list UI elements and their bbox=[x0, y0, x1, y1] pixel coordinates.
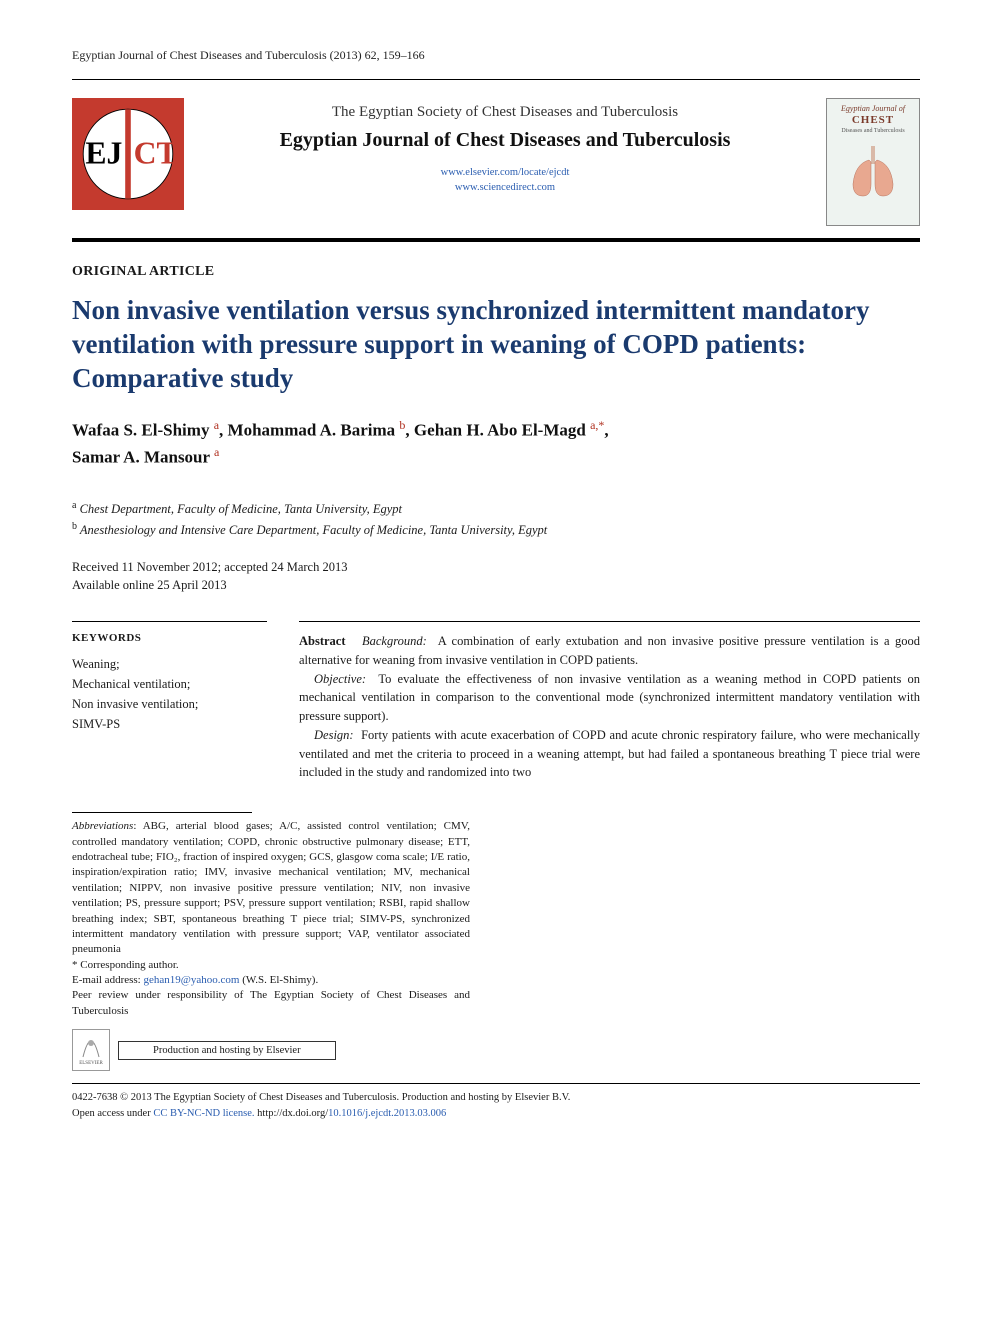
doi-link[interactable]: 10.1016/j.ejcdt.2013.03.006 bbox=[328, 1108, 446, 1119]
cover-subtitle: Diseases and Tuberculosis bbox=[841, 128, 904, 134]
corresponding-author: * Corresponding author. bbox=[72, 958, 470, 973]
keywords-abstract-row: KEYWORDS Weaning;Mechanical ventilation;… bbox=[72, 621, 920, 782]
history-received: Received 11 November 2012; accepted 24 M… bbox=[72, 560, 347, 574]
footnotes: Abbreviations: ABG, arterial blood gases… bbox=[72, 812, 470, 1071]
abstract-rule bbox=[299, 621, 920, 622]
copyright: 0422-7638 © 2013 The Egyptian Society of… bbox=[72, 1090, 920, 1122]
article-title: Non invasive ventilation versus synchron… bbox=[72, 294, 920, 395]
peer-review-note: Peer review under responsibility of The … bbox=[72, 988, 470, 1019]
email-line: E-mail address: gehan19@yahoo.com (W.S. … bbox=[72, 973, 470, 988]
svg-text:CT: CT bbox=[134, 135, 178, 170]
email-tail: (W.S. El-Shimy). bbox=[239, 974, 318, 986]
society-name: The Egyptian Society of Chest Diseases a… bbox=[200, 104, 810, 121]
cover-title: Egyptian Journal ofCHEST bbox=[841, 105, 905, 126]
abstract-bg-label: Background: bbox=[362, 634, 427, 648]
abbrev-text: : ABG, arterial blood gases; A/C, assist… bbox=[72, 820, 470, 955]
hosting-row: ELSEVIER Production and hosting by Elsev… bbox=[72, 1029, 470, 1071]
abstract-design-label: Design: bbox=[314, 728, 354, 742]
thick-rule bbox=[72, 238, 920, 242]
abstract-design-text: Forty patients with acute exacerbation o… bbox=[299, 728, 920, 780]
journal-link-2[interactable]: www.sciencedirect.com bbox=[455, 182, 555, 193]
article-history: Received 11 November 2012; accepted 24 M… bbox=[72, 558, 920, 596]
keywords-rule bbox=[72, 621, 267, 622]
running-head: Egyptian Journal of Chest Diseases and T… bbox=[72, 48, 920, 63]
top-rule bbox=[72, 79, 920, 80]
affiliations: a Chest Department, Faculty of Medicine,… bbox=[72, 498, 920, 540]
history-online: Available online 25 April 2013 bbox=[72, 578, 227, 592]
masthead-center: The Egyptian Society of Chest Diseases a… bbox=[200, 98, 810, 195]
bottom-rule bbox=[72, 1083, 920, 1084]
abstract-column: Abstract Background: A combination of ea… bbox=[299, 621, 920, 782]
authors: Wafaa S. El-Shimy a, Mohammad A. Barima … bbox=[72, 417, 920, 470]
email-link[interactable]: gehan19@yahoo.com bbox=[143, 974, 239, 986]
abstract-lead: Abstract bbox=[299, 634, 346, 648]
doi-label: http://dx.doi.org/ bbox=[255, 1108, 329, 1119]
elsevier-mini-text: ELSEVIER bbox=[79, 1061, 103, 1066]
elsevier-logo-mini: ELSEVIER bbox=[72, 1029, 110, 1071]
abstract-text: Abstract Background: A combination of ea… bbox=[299, 632, 920, 782]
lungs-icon bbox=[843, 140, 903, 200]
svg-text:EJ: EJ bbox=[85, 135, 122, 170]
cc-license-link[interactable]: CC BY-NC-ND license. bbox=[153, 1108, 254, 1119]
journal-logo: EJ CT bbox=[72, 98, 184, 210]
hosting-box: Production and hosting by Elsevier bbox=[118, 1041, 336, 1060]
keywords-column: KEYWORDS Weaning;Mechanical ventilation;… bbox=[72, 621, 267, 782]
copyright-line1: 0422-7638 © 2013 The Egyptian Society of… bbox=[72, 1092, 570, 1103]
abbrev-label: Abbreviations bbox=[72, 820, 133, 832]
footnote-text: Abbreviations: ABG, arterial blood gases… bbox=[72, 819, 470, 1019]
keywords-heading: KEYWORDS bbox=[72, 632, 267, 644]
keywords-list: Weaning;Mechanical ventilation;Non invas… bbox=[72, 654, 267, 734]
journal-links: www.elsevier.com/locate/ejcdt www.scienc… bbox=[200, 166, 810, 195]
journal-title: Egyptian Journal of Chest Diseases and T… bbox=[200, 129, 810, 152]
email-label: E-mail address: bbox=[72, 974, 143, 986]
article-type: ORIGINAL ARTICLE bbox=[72, 264, 920, 280]
masthead: EJ CT The Egyptian Society of Chest Dise… bbox=[72, 90, 920, 236]
abstract-obj-text: To evaluate the effectiveness of non inv… bbox=[299, 672, 920, 724]
journal-cover-thumbnail: Egyptian Journal ofCHEST Diseases and Tu… bbox=[826, 98, 920, 226]
journal-link-1[interactable]: www.elsevier.com/locate/ejcdt bbox=[441, 167, 570, 178]
open-access-label: Open access under bbox=[72, 1108, 153, 1119]
abstract-obj-label: Objective: bbox=[314, 672, 366, 686]
footnote-rule bbox=[72, 812, 252, 813]
